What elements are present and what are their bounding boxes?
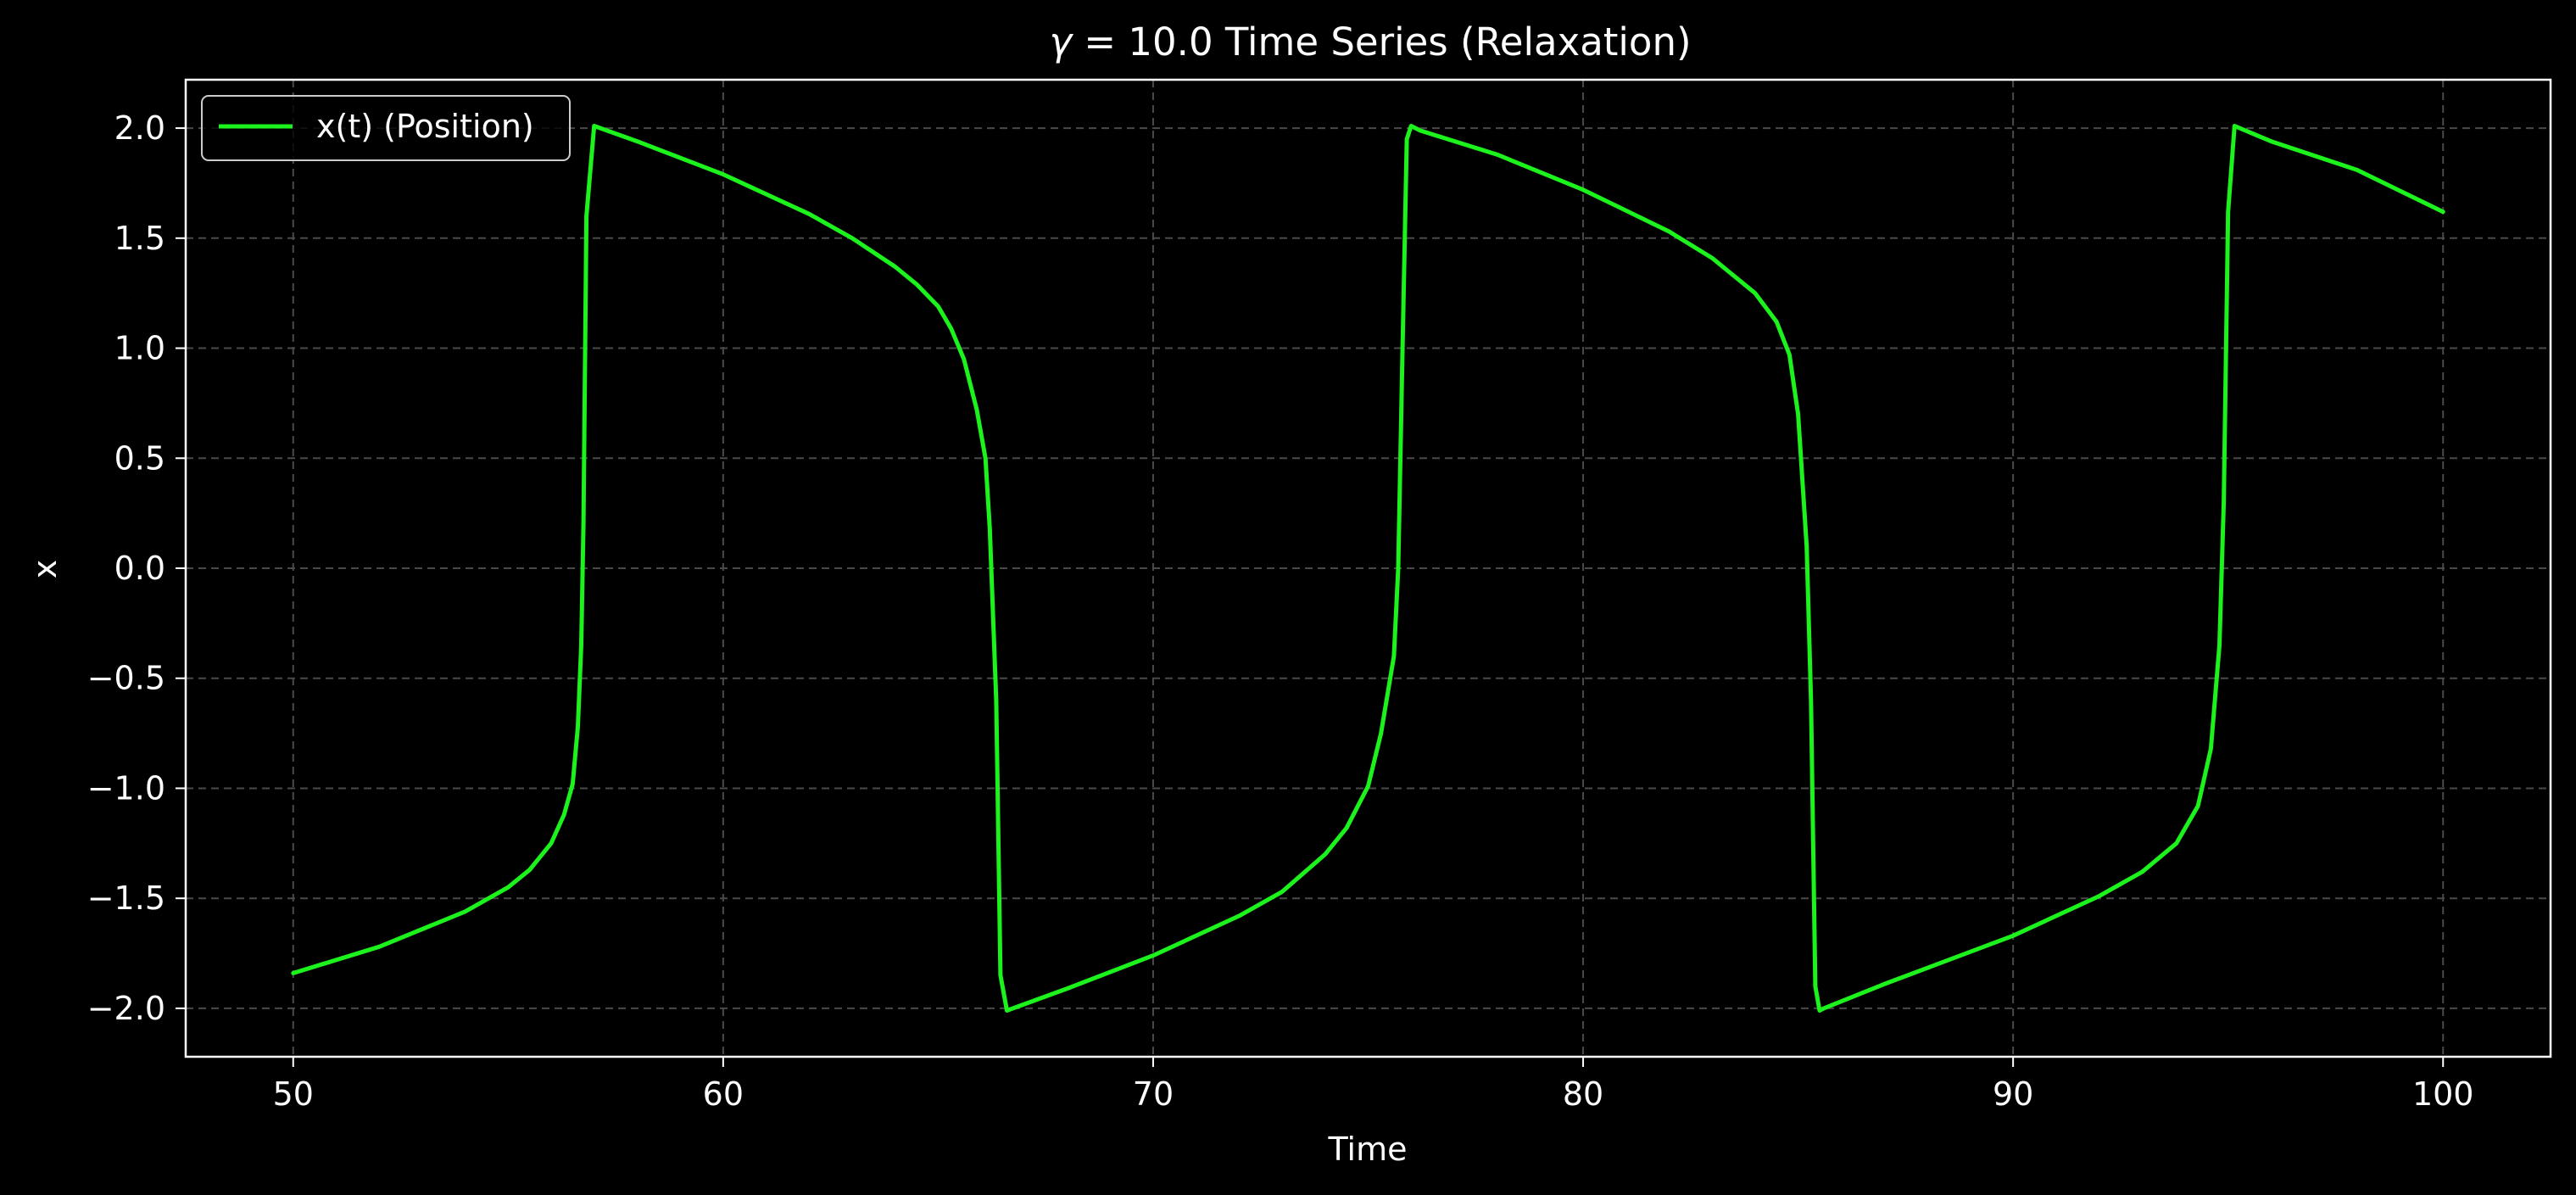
y-tick-label: 1.5 (114, 220, 165, 257)
x-tick-label: 70 (1133, 1075, 1174, 1113)
series-line (291, 124, 2445, 1013)
y-tick-label: −0.5 (87, 660, 165, 697)
legend: x(t) (Position) (201, 95, 571, 161)
chart-title-text: = 10.0 Time Series (Relaxation) (1072, 20, 1691, 64)
x-axis-ticks: 50 60 70 80 90 100 (273, 1057, 2474, 1113)
y-tick-label: −2.0 (87, 990, 165, 1027)
y-axis-ticks: 2.0 1.5 1.0 0.5 0.0 −0.5 −1.0 −1.5 −2.0 (87, 109, 186, 1027)
x-tick-label: 80 (1563, 1075, 1603, 1113)
x-tick-label: 50 (273, 1075, 314, 1113)
y-tick-label: 0.0 (114, 550, 165, 587)
x-axis-label: Time (1328, 1131, 1408, 1168)
y-tick-label: 2.0 (114, 109, 165, 147)
x-tick-label: 90 (1993, 1075, 2033, 1113)
grid-lines (186, 80, 2551, 1057)
x-tick-label: 100 (2412, 1075, 2474, 1113)
chart-title: γ = 10.0 Time Series (Relaxation) (1049, 20, 1691, 64)
y-tick-label: −1.0 (87, 769, 165, 807)
legend-series-label: x(t) (Position) (316, 108, 534, 145)
y-tick-label: 0.5 (114, 439, 165, 477)
series-layer (291, 124, 2445, 1013)
x-tick-label: 60 (703, 1075, 744, 1113)
y-axis-label: x (26, 560, 64, 579)
chart-title-symbol: γ (1049, 20, 1073, 64)
y-tick-label: −1.5 (87, 879, 165, 917)
legend-box (201, 95, 571, 161)
y-tick-label: 1.0 (114, 330, 165, 367)
